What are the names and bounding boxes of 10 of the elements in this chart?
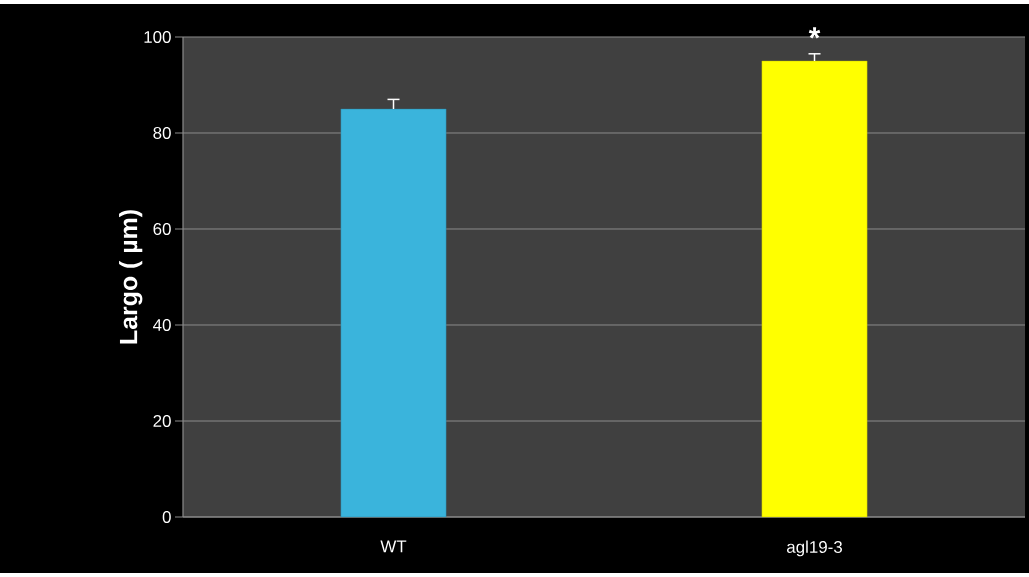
y-axis-title: Largo ( µm) xyxy=(119,210,143,344)
y-tick-label: 40 xyxy=(153,319,171,331)
y-tick-label: 100 xyxy=(144,31,171,43)
x-tick-label: agl19-3 xyxy=(786,540,842,557)
x-tick-label: WT xyxy=(380,540,407,553)
y-tick-label: 60 xyxy=(153,223,171,235)
y-tick-label: 0 xyxy=(162,511,171,523)
y-tick-label: 80 xyxy=(153,127,171,139)
y-tick-label: 20 xyxy=(153,415,171,427)
annotation: * xyxy=(808,27,821,39)
